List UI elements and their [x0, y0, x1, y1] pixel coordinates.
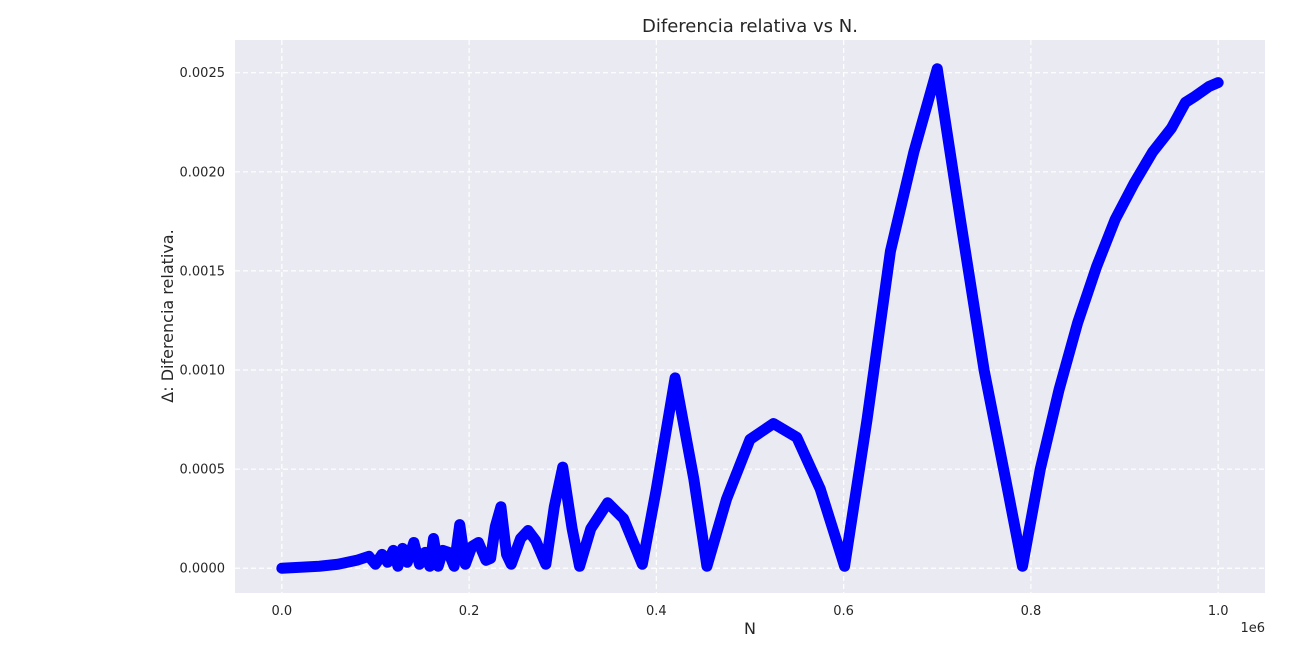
x-axis-label: N	[744, 619, 756, 638]
chart-title: Diferencia relativa vs N.	[642, 16, 858, 37]
x-tick-label: 0.4	[646, 604, 667, 619]
x-tick-label: 0.8	[1021, 604, 1042, 619]
x-tick-label: 0.2	[459, 604, 480, 619]
x-tick-label: 0.0	[271, 604, 292, 619]
y-axis-ticks: 0.0000 0.0005 0.0010 0.0015 0.0020 0.0025	[180, 66, 226, 577]
y-tick-label: 0.0020	[180, 165, 226, 180]
y-tick-label: 0.0015	[180, 264, 226, 279]
x-axis-offset-label: 1e6	[1240, 621, 1265, 636]
x-axis-ticks: 0.0 0.2 0.4 0.6 0.8 1.0	[271, 604, 1228, 619]
series-layer	[276, 63, 1224, 574]
y-tick-label: 0.0005	[180, 463, 226, 478]
x-tick-label: 0.6	[833, 604, 854, 619]
series-line-0	[276, 63, 1224, 574]
y-tick-label: 0.0025	[180, 66, 226, 81]
y-tick-label: 0.0010	[180, 364, 226, 379]
x-tick-label: 1.0	[1208, 604, 1229, 619]
y-tick-label: 0.0000	[180, 562, 226, 577]
plot-background	[235, 40, 1265, 593]
y-axis-label: Δ: Diferencia relativa.	[158, 229, 177, 402]
